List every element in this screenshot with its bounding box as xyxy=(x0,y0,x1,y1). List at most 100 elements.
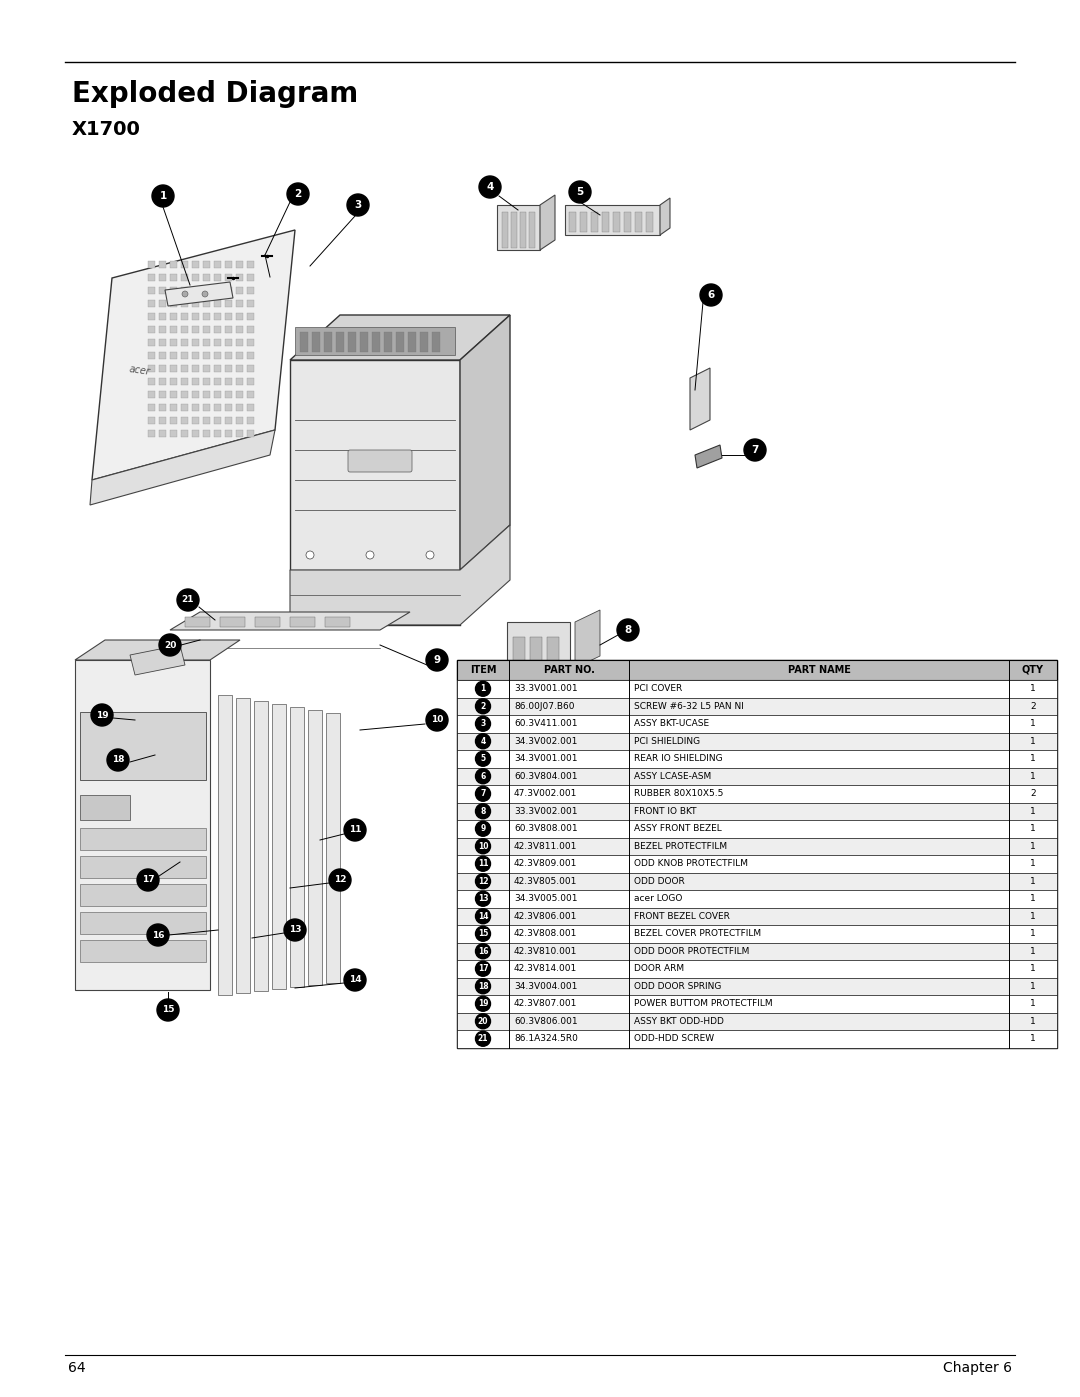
Text: 19: 19 xyxy=(96,711,108,719)
Bar xyxy=(457,750,1057,767)
Circle shape xyxy=(157,999,179,1021)
Text: 1: 1 xyxy=(1030,1017,1036,1025)
Text: 12: 12 xyxy=(477,877,488,886)
Text: 42.3V808.001: 42.3V808.001 xyxy=(514,929,578,939)
Text: 42.3V807.001: 42.3V807.001 xyxy=(514,999,578,1009)
Bar xyxy=(214,326,221,332)
Bar xyxy=(214,352,221,359)
Bar xyxy=(312,332,320,352)
Bar xyxy=(80,940,206,963)
Text: 12: 12 xyxy=(334,876,347,884)
Bar xyxy=(80,912,206,935)
Bar xyxy=(348,332,356,352)
Bar xyxy=(214,261,221,268)
Bar xyxy=(569,212,576,232)
Text: 1: 1 xyxy=(481,685,486,693)
Text: X1700: X1700 xyxy=(72,120,140,138)
Bar xyxy=(237,313,243,320)
Text: 7: 7 xyxy=(752,446,758,455)
Polygon shape xyxy=(92,231,295,481)
Text: Chapter 6: Chapter 6 xyxy=(943,1361,1012,1375)
Polygon shape xyxy=(291,525,510,624)
Bar xyxy=(247,352,254,359)
Polygon shape xyxy=(660,198,670,235)
Polygon shape xyxy=(170,612,410,630)
Bar xyxy=(237,379,243,386)
Bar xyxy=(192,379,199,386)
Bar xyxy=(591,212,598,232)
Bar xyxy=(214,286,221,293)
Text: 2: 2 xyxy=(1030,789,1036,798)
Bar xyxy=(237,286,243,293)
Bar xyxy=(295,327,455,355)
Bar xyxy=(181,391,188,398)
Bar xyxy=(192,416,199,425)
Text: 14: 14 xyxy=(477,912,488,921)
Bar xyxy=(457,1030,1057,1048)
Polygon shape xyxy=(75,659,210,990)
Text: 1: 1 xyxy=(1030,929,1036,939)
Bar xyxy=(159,430,166,437)
Bar xyxy=(635,212,642,232)
Text: BEZEL COVER PROTECTFILM: BEZEL COVER PROTECTFILM xyxy=(634,929,761,939)
Text: acer: acer xyxy=(129,365,150,377)
Circle shape xyxy=(137,869,159,891)
Bar xyxy=(181,261,188,268)
Bar xyxy=(159,404,166,411)
Text: 1: 1 xyxy=(1030,877,1036,886)
Text: ODD DOOR PROTECTFILM: ODD DOOR PROTECTFILM xyxy=(634,947,750,956)
Bar xyxy=(247,391,254,398)
Bar xyxy=(214,404,221,411)
Bar xyxy=(247,404,254,411)
Bar xyxy=(192,286,199,293)
Bar xyxy=(214,379,221,386)
Bar xyxy=(408,332,416,352)
Bar xyxy=(159,300,166,307)
Bar xyxy=(237,430,243,437)
Bar xyxy=(148,286,156,293)
Text: 8: 8 xyxy=(624,624,632,636)
Bar xyxy=(203,274,210,281)
Bar xyxy=(159,379,166,386)
Bar xyxy=(203,365,210,372)
Text: Exploded Diagram: Exploded Diagram xyxy=(72,80,359,108)
Bar xyxy=(225,430,232,437)
Circle shape xyxy=(475,926,490,942)
Circle shape xyxy=(345,970,366,990)
Polygon shape xyxy=(460,314,510,570)
Circle shape xyxy=(107,749,129,771)
Circle shape xyxy=(475,838,490,854)
Text: 11: 11 xyxy=(349,826,361,834)
Bar xyxy=(511,212,517,249)
Circle shape xyxy=(475,768,490,784)
Bar xyxy=(237,352,243,359)
Bar xyxy=(247,261,254,268)
Bar xyxy=(254,701,268,990)
Bar xyxy=(170,300,177,307)
Text: 1: 1 xyxy=(1030,894,1036,904)
Bar xyxy=(457,697,1057,715)
Polygon shape xyxy=(90,430,275,504)
Bar xyxy=(159,339,166,346)
Text: ASSY BKT-UCASE: ASSY BKT-UCASE xyxy=(634,719,710,728)
Text: ODD KNOB PROTECTFILM: ODD KNOB PROTECTFILM xyxy=(634,859,748,869)
Bar xyxy=(237,391,243,398)
Bar xyxy=(220,617,245,627)
Circle shape xyxy=(426,550,434,559)
Bar xyxy=(192,404,199,411)
Bar xyxy=(192,365,199,372)
Text: 33.3V002.001: 33.3V002.001 xyxy=(514,806,578,816)
Text: 1: 1 xyxy=(1030,999,1036,1009)
Bar xyxy=(225,300,232,307)
Bar xyxy=(457,943,1057,960)
Circle shape xyxy=(617,619,639,641)
Bar xyxy=(300,332,308,352)
Bar xyxy=(181,365,188,372)
Bar xyxy=(225,404,232,411)
Bar xyxy=(192,352,199,359)
Polygon shape xyxy=(696,446,723,468)
Bar xyxy=(181,416,188,425)
Text: 86.1A324.5R0: 86.1A324.5R0 xyxy=(514,1034,578,1044)
Bar xyxy=(170,339,177,346)
Bar xyxy=(237,365,243,372)
